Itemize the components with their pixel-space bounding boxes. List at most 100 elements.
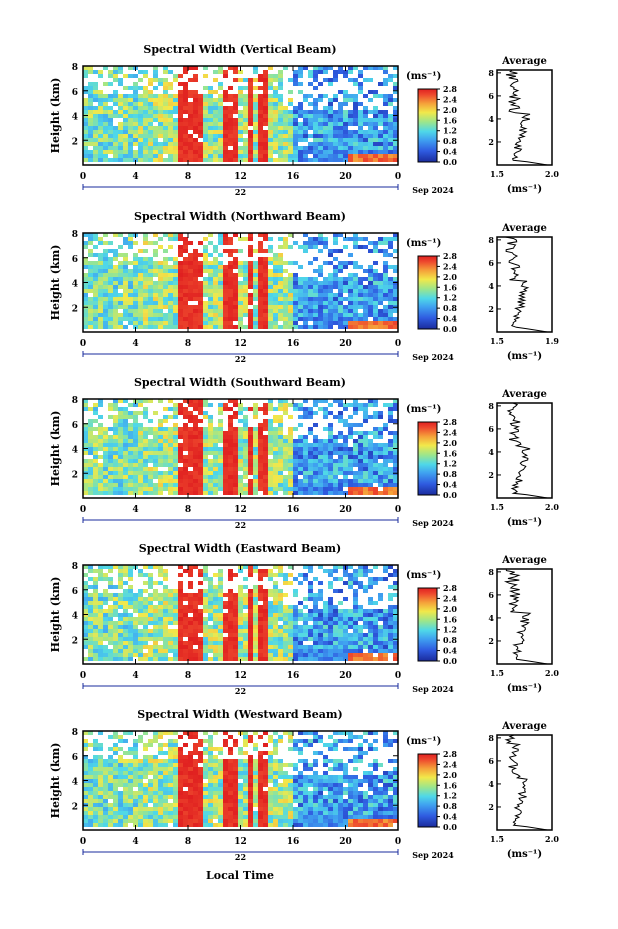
heatmap-cell (163, 613, 168, 617)
heatmap-cell (273, 565, 278, 569)
heatmap-cell (118, 427, 123, 431)
heatmap-cell (148, 609, 153, 613)
heatmap-cell (263, 617, 268, 621)
heatmap-cell (318, 273, 323, 277)
heatmap-cell (263, 629, 268, 633)
heatmap-cell (193, 253, 198, 257)
heatmap-cell (263, 273, 268, 277)
heatmap-cell (273, 589, 278, 593)
heatmap-cell (188, 114, 193, 118)
heatmap-cell (298, 325, 303, 329)
heatmap-cell (308, 285, 313, 289)
heatmap-cell (263, 609, 268, 613)
heatmap-cell (308, 653, 313, 657)
heatmap-cell (253, 273, 258, 277)
heatmap-cell (93, 265, 98, 269)
heatmap-cell (148, 629, 153, 633)
heatmap-cell (383, 241, 388, 245)
heatmap-cell (278, 126, 283, 130)
heatmap-cell (353, 138, 358, 142)
heatmap-cell (168, 617, 173, 621)
heatmap-cell (283, 325, 288, 329)
heatmap-cell (218, 130, 223, 134)
heatmap-cell (328, 150, 333, 154)
heatmap-cell (163, 629, 168, 633)
heatmap-cell (108, 569, 113, 573)
heatmap-cell (248, 625, 253, 629)
heatmap-cell (353, 649, 358, 653)
heatmap-cell (98, 122, 103, 126)
heatmap-cell (333, 483, 338, 487)
heatmap-cell (273, 447, 278, 451)
heatmap-cell (363, 491, 368, 495)
heatmap-cell (133, 277, 138, 281)
heatmap-cell (133, 403, 138, 407)
heatmap-cell (108, 293, 113, 297)
heatmap-cell (203, 645, 208, 649)
heatmap-cell (258, 293, 263, 297)
heatmap-cell (128, 585, 133, 589)
heatmap-cell (108, 98, 113, 102)
heatmap-cell (138, 249, 143, 253)
heatmap-cell (283, 66, 288, 70)
heatmap-cell (228, 94, 233, 98)
heatmap-cell (243, 130, 248, 134)
heatmap-cell (323, 277, 328, 281)
heatmap-cell (113, 613, 118, 617)
heatmap-cell (108, 491, 113, 495)
heatmap-cell (143, 657, 148, 661)
heatmap-cell (273, 633, 278, 637)
heatmap-cell (333, 130, 338, 134)
heatmap-cell (318, 289, 323, 293)
y-axis-label: Height (km) (49, 78, 62, 154)
heatmap-cell (233, 70, 238, 74)
heatmap-cell (223, 277, 228, 281)
heatmap-cell (123, 657, 128, 661)
colorbar-tick-label: 0.4 (443, 147, 457, 157)
heatmap-cell (123, 399, 128, 403)
heatmap-cell (178, 435, 183, 439)
heatmap-cell (298, 106, 303, 110)
heatmap-cell (173, 629, 178, 633)
heatmap-cell (238, 609, 243, 613)
heatmap-cell (118, 471, 123, 475)
heatmap-cell (273, 467, 278, 471)
heatmap-cell (238, 269, 243, 273)
heatmap-cell (343, 653, 348, 657)
heatmap-cell (123, 569, 128, 573)
heatmap-cell (238, 589, 243, 593)
heatmap-cell (93, 483, 98, 487)
heatmap-cell (173, 423, 178, 427)
heatmap-cell (258, 265, 263, 269)
heatmap-cell (88, 150, 93, 154)
heatmap-cell (108, 471, 113, 475)
heatmap-cell (178, 601, 183, 605)
heatmap-cell (168, 277, 173, 281)
heatmap-cell (173, 463, 178, 467)
heatmap-cell (88, 249, 93, 253)
heatmap-cell (268, 130, 273, 134)
heatmap-cell (258, 118, 263, 122)
heatmap-cell (128, 447, 133, 451)
heatmap-cell (118, 467, 123, 471)
heatmap-cell (123, 431, 128, 435)
heatmap-cell (93, 233, 98, 237)
heatmap-cell (268, 491, 273, 495)
heatmap-cell (243, 487, 248, 491)
heatmap-cell (223, 593, 228, 597)
heatmap-cell (323, 289, 328, 293)
heatmap-cell (378, 297, 383, 301)
heatmap-cell (283, 106, 288, 110)
heatmap-cell (153, 427, 158, 431)
heatmap-cell (328, 281, 333, 285)
heatmap-cell (103, 427, 108, 431)
heatmap-cell (288, 317, 293, 321)
heatmap-cell (198, 589, 203, 593)
heatmap-cell (128, 475, 133, 479)
heatmap-cell (348, 455, 353, 459)
heatmap-cell (383, 130, 388, 134)
heatmap-cell (208, 158, 213, 162)
heatmap-cell (213, 451, 218, 455)
heatmap-cell (238, 439, 243, 443)
